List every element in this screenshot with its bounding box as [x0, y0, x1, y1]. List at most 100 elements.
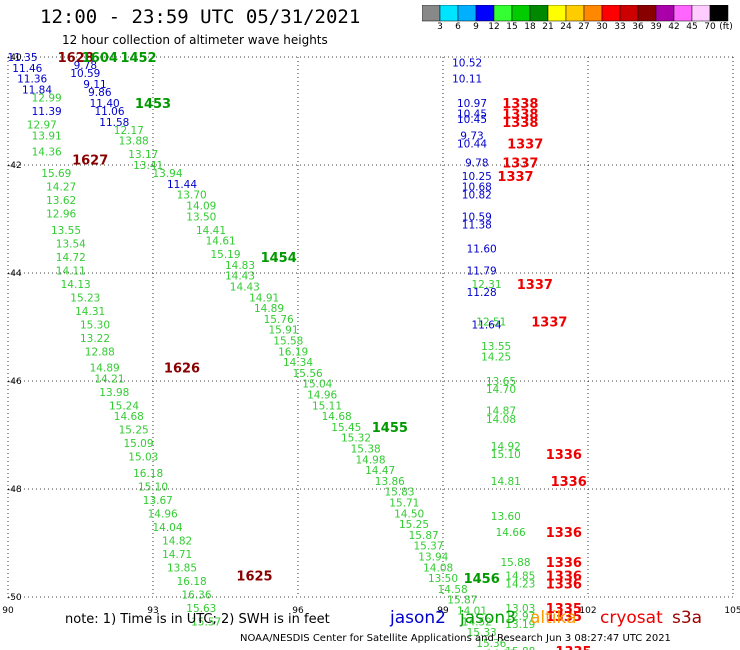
swh-point-jason3: 12.17 [114, 125, 144, 137]
colorbar-tick-label: 36 [632, 22, 644, 32]
pass-number-label: 1337 [507, 137, 543, 152]
pass-number-label: 1456 [464, 572, 500, 587]
swh-point-jason3: 13.19 [505, 619, 535, 631]
swh-point-jason3: 15.57 [191, 616, 221, 628]
x-tick-label: 105 [724, 606, 740, 616]
swh-point-jason3: 16.36 [181, 589, 211, 601]
swh-point-jason2: 9.11 [83, 79, 106, 91]
colorbar-tick-label: 30 [596, 22, 608, 32]
pass-number-label: 1336 [546, 569, 582, 584]
swh-point-jason3: 12.97 [505, 611, 535, 623]
swh-point-jason3: 15.36 [476, 638, 506, 650]
swh-point-jason3: 14.91 [249, 292, 279, 304]
swh-point-jason3: 13.55 [51, 225, 81, 237]
swh-point-jason3: 15.11 [312, 400, 342, 412]
swh-point-jason3: 16.18 [133, 468, 163, 480]
swh-point-jason3: 13.50 [428, 573, 458, 585]
swh-point-jason3: 15.76 [264, 314, 294, 326]
swh-point-jason3: 14.41 [196, 225, 226, 237]
swh-point-jason3: 14.66 [496, 527, 526, 539]
swh-point-jason3: 13.67 [143, 495, 173, 507]
swh-point-jason3: 14.34 [283, 357, 313, 369]
swh-point-jason3: 15.71 [389, 498, 419, 510]
swh-point-jason2: 11.06 [94, 106, 124, 118]
swh-point-jason2: 11.60 [467, 244, 497, 256]
colorbar-tick-label: 6 [455, 22, 461, 32]
swh-point-jason3: 14.09 [186, 201, 216, 213]
swh-point-jason2: 10.68 [462, 182, 492, 194]
x-tick-label: 96 [292, 606, 304, 616]
footer-credit: NOAA/NESDIS Center for Satellite Applica… [240, 633, 671, 644]
swh-point-jason2: 10.59 [70, 68, 100, 80]
swh-point-jason3: 14.98 [355, 454, 385, 466]
swh-point-jason2: 11.46 [12, 63, 42, 75]
swh-point-jason2: 10.44 [457, 138, 487, 150]
swh-point-jason3: 14.23 [505, 579, 535, 591]
swh-point-jason3: 14.70 [486, 384, 516, 396]
swh-point-jason3: 14.36 [32, 147, 62, 159]
colorbar-tick-label: 39 [650, 22, 662, 32]
swh-point-jason3: 13.98 [99, 387, 129, 399]
chart-title: 12:00 - 23:59 UTC 05/31/2021 [40, 6, 361, 28]
swh-point-jason2: 9.78 [465, 157, 488, 169]
swh-point-jason3: 12.88 [85, 346, 115, 358]
colorbar-tick-label: 15 [506, 22, 518, 32]
swh-point-jason3: 14.68 [114, 411, 144, 423]
pass-number-label: 1628 [58, 51, 94, 66]
x-tick-label: 93 [147, 606, 158, 616]
swh-point-jason3: 12.99 [32, 93, 62, 105]
swh-point-jason2: 11.36 [17, 74, 47, 86]
pass-number-label: 1452 [120, 51, 156, 66]
pass-number-label: 1604 [82, 51, 118, 66]
swh-point-jason3: 14.85 [505, 570, 535, 582]
swh-point-jason3: 14.82 [162, 535, 192, 547]
swh-point-jason3: 13.62 [46, 195, 76, 207]
x-tick-label: 90 [2, 606, 14, 616]
y-tick-label: -44 [7, 269, 22, 279]
pass-number-label: 1453 [135, 97, 171, 112]
swh-point-jason3: 14.82 [486, 649, 516, 650]
colorbar-tick-label: 33 [614, 22, 626, 32]
swh-point-jason3: 15.03 [128, 452, 158, 464]
colorbar-tick-label: 21 [542, 22, 554, 32]
colorbar-tick-label: 27 [578, 22, 590, 32]
y-tick-label: -48 [7, 485, 22, 495]
swh-point-jason2: 10.11 [452, 74, 482, 86]
legend-jason2: jason2 [390, 608, 446, 628]
swh-point-jason3: 15.87 [409, 530, 439, 542]
pass-number-label: 1337 [502, 156, 538, 171]
swh-point-jason3: 14.13 [61, 279, 91, 291]
swh-point-jason3: 14.89 [254, 303, 284, 315]
y-tick-label: -46 [7, 377, 22, 387]
swh-point-jason3: 15.58 [273, 336, 303, 348]
colorbar-tick-label: 42 [668, 22, 680, 32]
y-tick-label: -42 [7, 161, 22, 171]
swh-point-jason2: 10.45 [457, 114, 487, 126]
swh-point-jason3: 13.86 [375, 476, 405, 488]
swh-point-jason3: 13.22 [80, 333, 110, 345]
swh-point-jason3: 15.19 [210, 249, 240, 261]
swh-point-jason2: 11.28 [467, 287, 497, 299]
swh-point-jason3: 15.69 [41, 168, 71, 180]
swh-point-jason3: 14.31 [75, 306, 105, 318]
swh-point-jason3: 12.97 [27, 120, 57, 132]
swh-point-jason3: 15.04 [302, 379, 332, 391]
swh-point-jason3: 15.10 [138, 481, 168, 493]
swh-point-jason3: 14.27 [46, 182, 76, 194]
pass-number-label: 1338 [502, 97, 538, 112]
swh-point-jason3: 14.71 [162, 549, 192, 561]
legend-s3a: s3a [672, 608, 703, 628]
swh-point-jason2: 10.82 [462, 190, 492, 202]
colorbar-tick-label: 3 [437, 22, 443, 32]
swh-point-jason2: 10.59 [462, 211, 492, 223]
swh-point-jason3: 13.94 [418, 552, 448, 564]
swh-point-jason3: 13.85 [167, 562, 197, 574]
colorbar-tick-label: 70 [704, 22, 716, 32]
swh-point-jason3: 15.09 [123, 438, 153, 450]
swh-point-jason2: 11.38 [462, 219, 492, 231]
colorbar-tick-label: 9 [473, 22, 479, 32]
x-tick-label: 99 [437, 606, 449, 616]
swh-point-jason3: 16.19 [278, 346, 308, 358]
swh-point-jason3: 15.32 [341, 433, 371, 445]
